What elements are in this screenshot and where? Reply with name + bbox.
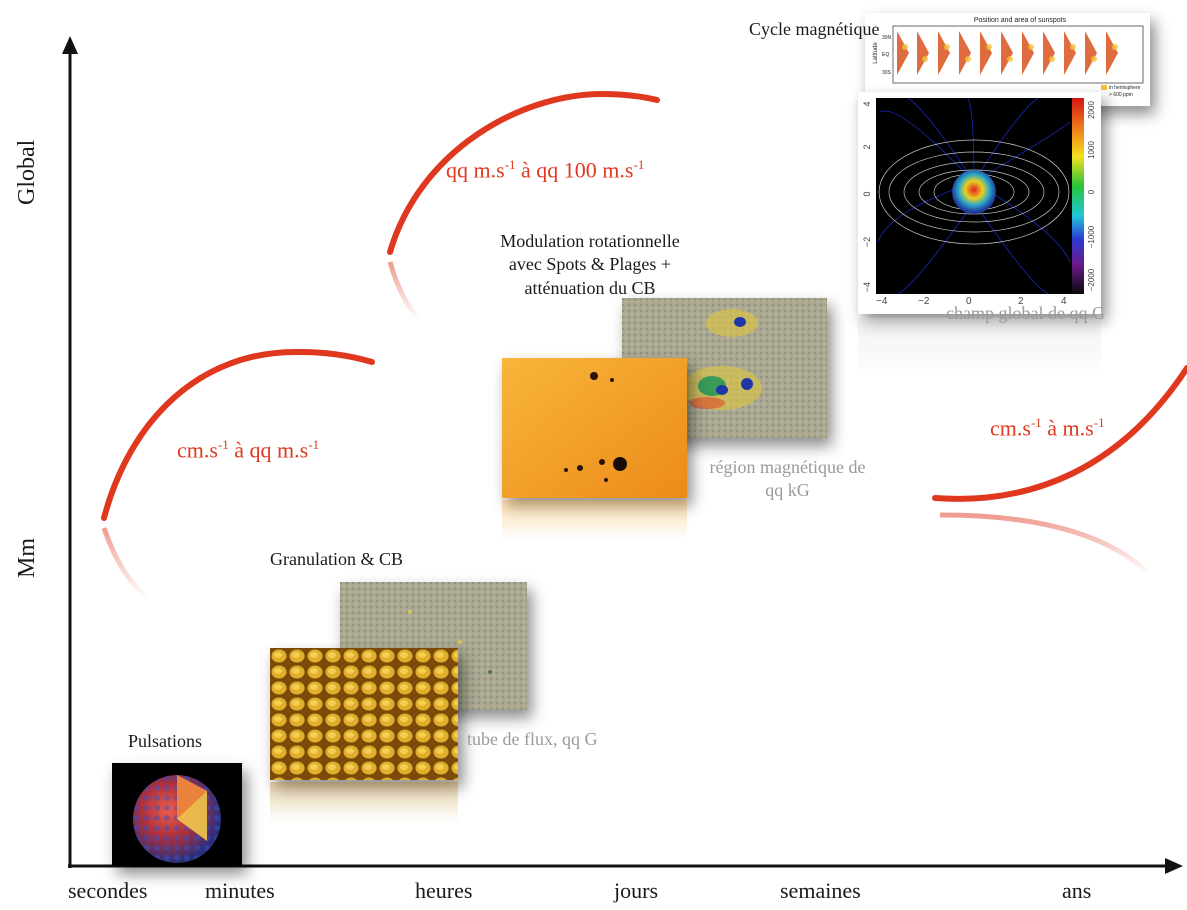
- x-tick-secondes: secondes: [68, 878, 148, 903]
- butterfly-ytick-n: 30N: [882, 35, 892, 41]
- field-xtick-m4: −4: [876, 296, 888, 307]
- butterfly-ytick-eq: EQ: [882, 52, 889, 58]
- amplitude-label-3: cm.s-1 à m.s-1: [990, 415, 1105, 441]
- field-xtick-0: 0: [966, 296, 972, 307]
- sunspot-photo-image: [502, 358, 687, 498]
- x-tick-heures: heures: [415, 878, 473, 903]
- region-caption-line1: région magnétique de: [709, 457, 866, 477]
- x-tick-jours: jours: [614, 878, 658, 903]
- global-field-plot: 0 −2 −4 2 4 4 2 0 −2 −4 2000 1000 0 −100…: [858, 92, 1101, 314]
- modulation-label-line2: avec Spots & Plages +: [508, 254, 672, 275]
- y-label-mm: Mm: [14, 537, 40, 578]
- butterfly-legend-2: > 600 ppm: [1109, 92, 1133, 98]
- amplitude-arc-1-reflection: [101, 527, 152, 602]
- granulation-label: Granulation & CB: [270, 549, 403, 569]
- sunspot-reflection: [502, 500, 687, 540]
- x-tick-semaines: semaines: [780, 878, 861, 903]
- field-ytick-m4: −4: [862, 282, 872, 292]
- amplitude-arc-1: [101, 348, 375, 521]
- field-xtick-4: 4: [1061, 296, 1067, 307]
- champ-caption: champ global de qq G: [946, 303, 1105, 323]
- field-xtick-m2: −2: [918, 296, 930, 307]
- region-caption: région magnétique de qq kG: [680, 456, 895, 503]
- field-ytick-m2: −2: [862, 237, 872, 247]
- field-ytick-4: 4: [862, 101, 872, 106]
- x-tick-ans: ans: [1062, 878, 1092, 903]
- amplitude-label-2: qq m.s-1 à qq 100 m.s-1: [446, 157, 645, 183]
- butterfly-title: Position and area of sunspots: [974, 17, 1067, 24]
- modulation-label-line1: Modulation rotationnelle: [500, 231, 680, 251]
- sunspot-butterfly-plot: Position and area of sunspots Latitude 3…: [865, 13, 1150, 106]
- modulation-label-line3: atténuation du CB: [524, 277, 656, 298]
- granulation-reflection: [270, 782, 458, 822]
- amplitude-arc-2: [387, 90, 660, 255]
- amplitude-arc-2-reflection: [387, 261, 422, 322]
- x-axis-arrow-icon: [1165, 858, 1183, 874]
- pulsations-image: [112, 763, 242, 866]
- butterfly-legend-1: in hemisphere: [1109, 85, 1141, 91]
- cbar-tick-m1000: −1000: [1087, 225, 1096, 248]
- field-ytick-2: 2: [862, 144, 872, 149]
- global-field-reflection: [858, 318, 1101, 378]
- amplitude-arc-3: [932, 365, 1187, 502]
- modulation-label: Modulation rotationnelle avec Spots & Pl…: [470, 230, 710, 300]
- butterfly-ytick-s: 30S: [882, 70, 892, 76]
- field-xtick-2: 2: [1018, 296, 1024, 307]
- butterfly-ylabel: Latitude: [873, 42, 879, 64]
- y-axis-arrow-icon: [62, 36, 78, 54]
- tube-caption: tube de flux, qq G: [467, 729, 598, 749]
- cbar-tick-1000: 1000: [1087, 141, 1096, 159]
- cbar-tick-m2000: −2000: [1087, 268, 1096, 291]
- y-label-global: Global: [14, 139, 40, 205]
- amplitude-label-1: cm.s-1 à qq m.s-1: [177, 437, 320, 463]
- amplitude-arc-3-reflection: [939, 512, 1152, 577]
- region-caption-line2: qq kG: [765, 480, 810, 501]
- granulation-photo-image: [270, 648, 458, 780]
- pulsations-label: Pulsations: [128, 731, 203, 751]
- cbar-tick-2000: 2000: [1087, 101, 1096, 119]
- cbar-tick-0: 0: [1087, 189, 1096, 194]
- field-ytick-0: 0: [862, 191, 872, 196]
- x-tick-minutes: minutes: [205, 878, 275, 903]
- cycle-label: Cycle magnétique: [749, 19, 880, 39]
